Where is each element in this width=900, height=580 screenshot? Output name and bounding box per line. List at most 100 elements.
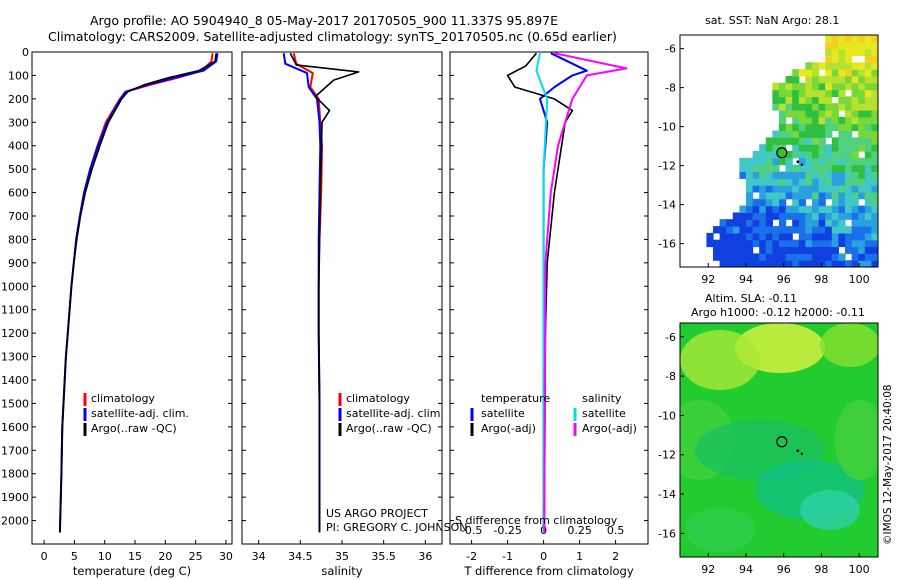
difference-plot-frame [449,51,649,545]
sst-cell [746,171,754,179]
y-tick-label: 400 [8,140,29,153]
sst-cell [851,62,859,70]
sst-cell [772,260,780,267]
sst-cell [765,219,773,227]
diff-legend-t-satellite: satellite [481,407,525,420]
sst-cell [864,35,872,43]
sst-cell [792,205,800,213]
sst-cell [746,212,754,220]
sst-cell [845,96,853,104]
sst-cell [858,62,866,70]
sst-cell [864,55,872,63]
sst-cell [792,212,800,220]
sst-cell [831,185,839,193]
sst-cell [818,212,826,220]
x-top-tick-label: -0.5 [461,524,482,537]
sst-cell [726,232,734,241]
sla-map-axes: 92 94 96 98 100 -6 -8 -10 -12 -14 -16 [658,331,870,576]
x-tick-label: 15 [128,550,142,563]
sst-cell [864,96,872,104]
sst-cell [825,55,833,63]
sst-cell [838,69,846,77]
sst-cell [864,75,872,84]
sst-cell [871,205,878,213]
sst-cell [805,151,813,159]
sst-cell [805,75,813,84]
sst-cell [858,96,866,104]
sst-cell [746,253,754,261]
sst-cell [739,239,747,248]
sst-cell [812,178,820,186]
sst-cell [759,239,767,248]
x-axis-label: T difference from climatology [463,564,634,578]
sst-cell [792,253,800,261]
x-tick-label: 34 [252,550,266,563]
sst-cell [838,253,846,261]
sst-cell [805,171,813,179]
sst-cell [805,219,813,227]
map-y-tick-label: -14 [658,199,676,212]
sst-cell [759,157,767,166]
sst-cell [878,151,885,158]
series-line-satelliteadjclim [58,53,219,533]
sst-cell [818,123,826,132]
sst-cell [713,246,721,254]
sst-cell [845,41,853,50]
sst-cell [825,103,833,111]
sst-cell [818,62,826,70]
sst-cell [838,35,846,36]
sst-cell [805,69,813,77]
sst-cell [798,246,806,254]
sst-cell [864,48,872,56]
sst-cell [772,191,780,200]
sst-cell [864,212,872,220]
sst-cell [838,89,846,97]
argo-track-dot [800,163,804,166]
sst-cell [812,205,820,213]
sst-cell [831,89,839,97]
sst-cell [845,239,853,248]
x-tick-label: 1 [576,550,583,563]
sst-cell [858,123,866,132]
sst-cell [812,226,820,234]
sst-cell [746,232,754,241]
sst-cell [812,219,820,227]
sst-cell [798,110,806,118]
sst-cell [798,260,806,267]
sst-cell [798,151,806,159]
sst-cell [726,260,734,267]
sst-cell [772,103,780,111]
x-tick-label: 0 [41,550,48,563]
sst-cell [812,89,820,97]
sst-cell [759,178,767,186]
sst-cell [845,171,853,179]
sst-cell [779,96,787,104]
sst-cell [871,116,878,125]
sst-cell [851,226,859,234]
sst-cell [798,123,806,132]
sst-cell [831,123,839,132]
sst-cell [772,239,780,248]
sst-cell [838,171,846,179]
sst-cell [825,69,833,77]
x-axis-label: salinity [321,564,362,578]
sst-cell [759,260,767,267]
sst-cell [732,212,740,220]
sst-cell [864,89,872,97]
sst-cell [812,151,820,159]
sst-cell [805,185,813,193]
sst-cell [878,124,885,131]
sst-cell [792,116,800,125]
sst-cell [805,226,813,234]
sst-cell [792,75,800,84]
sst-cell [719,232,727,241]
sst-cell [765,205,773,213]
y-tick-label: 1300 [1,351,29,364]
sst-cell [818,219,826,227]
sst-cell [838,164,846,172]
sst-cell [838,198,846,207]
sst-cell [785,123,793,132]
sst-cell [792,123,800,132]
sst-cell [838,191,846,200]
sst-cell [878,212,885,219]
